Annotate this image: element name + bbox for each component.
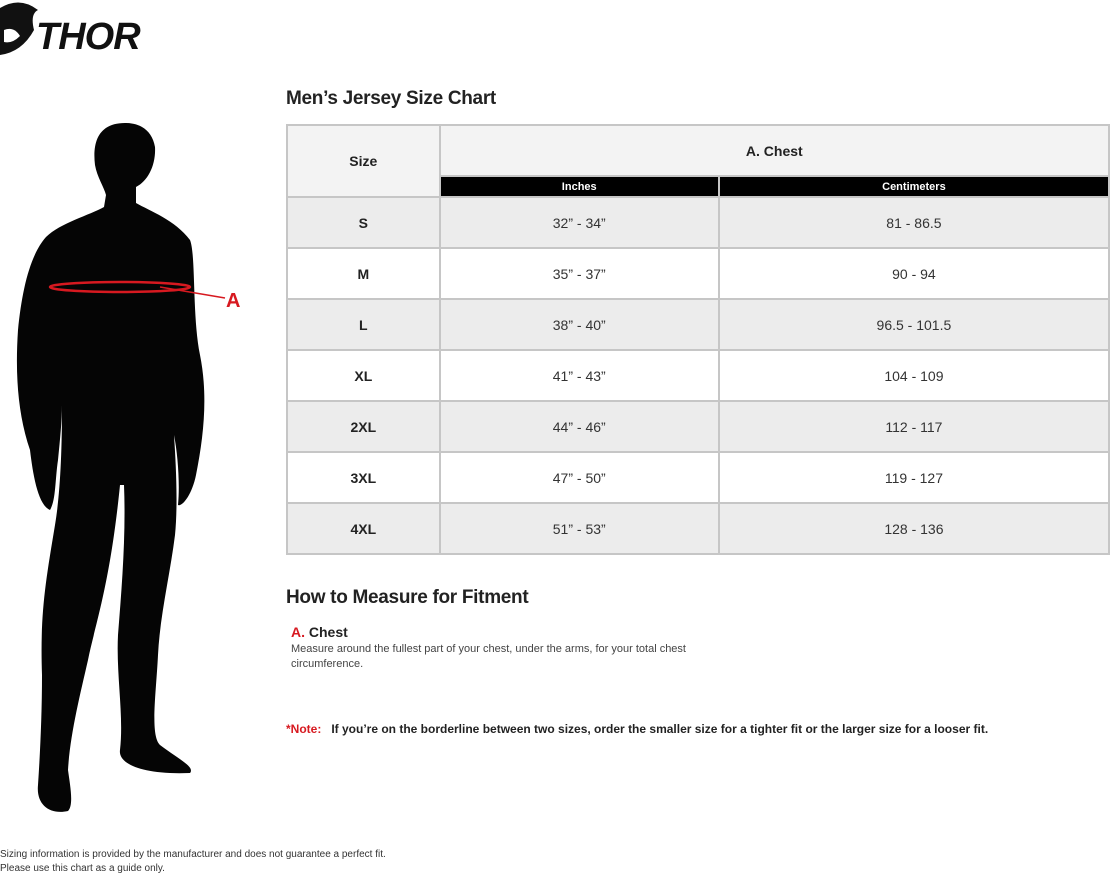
- inches-cell: 51” - 53”: [438, 502, 720, 555]
- cm-cell: 128 - 136: [717, 502, 1110, 555]
- measure-letter: A.: [291, 624, 305, 640]
- measure-title: How to Measure for Fitment: [286, 587, 529, 608]
- inches-cell: 41” - 43”: [438, 349, 720, 402]
- inches-cell: 47” - 50”: [438, 451, 720, 504]
- chest-header: A. Chest: [438, 124, 1110, 177]
- measure-chest: A. Chest Measure around the fullest part…: [291, 624, 691, 672]
- table-row: XL 41” - 43” 104 - 109: [286, 349, 1110, 402]
- table-row: S 32” - 34” 81 - 86.5: [286, 196, 1110, 249]
- inches-cell: 32” - 34”: [438, 196, 720, 249]
- size-cell: S: [286, 196, 441, 249]
- cm-cell: 119 - 127: [717, 451, 1110, 504]
- table-row: 3XL 47” - 50” 119 - 127: [286, 451, 1110, 504]
- page-title: Men’s Jersey Size Chart: [286, 88, 496, 109]
- size-cell: L: [286, 298, 441, 351]
- table-row: L 38” - 40” 96.5 - 101.5: [286, 298, 1110, 351]
- size-cell: 4XL: [286, 502, 441, 555]
- measure-name: Chest: [308, 624, 348, 640]
- inches-cell: 38” - 40”: [438, 298, 720, 351]
- table-row: M 35” - 37” 90 - 94: [286, 247, 1110, 300]
- measure-marker-label: A: [226, 290, 240, 312]
- note-text: If you’re on the borderline between two …: [331, 722, 989, 736]
- cm-cell: 81 - 86.5: [717, 196, 1110, 249]
- size-cell: M: [286, 247, 441, 300]
- cm-cell: 104 - 109: [717, 349, 1110, 402]
- svg-text:THOR: THOR: [36, 16, 141, 58]
- size-cell: 2XL: [286, 400, 441, 453]
- size-header: Size: [286, 124, 441, 198]
- table-row: 2XL 44” - 46” 112 - 117: [286, 400, 1110, 453]
- cm-cell: 90 - 94: [717, 247, 1110, 300]
- cm-cell: 96.5 - 101.5: [717, 298, 1110, 351]
- footer-disclaimer: Sizing information is provided by the ma…: [0, 848, 386, 876]
- cm-cell: 112 - 117: [717, 400, 1110, 453]
- thor-logo: THOR: [0, 2, 142, 58]
- measure-description: Measure around the fullest part of your …: [291, 643, 686, 670]
- size-cell: XL: [286, 349, 441, 402]
- footer-line: Please use this chart as a guide only.: [0, 863, 165, 874]
- size-table: Size A. Chest Inches Centimeters S 32” - …: [286, 124, 1110, 555]
- inches-header: Inches: [438, 175, 720, 198]
- body-silhouette: A: [16, 123, 240, 812]
- inches-cell: 44” - 46”: [438, 400, 720, 453]
- size-cell: 3XL: [286, 451, 441, 504]
- footer-line: Sizing information is provided by the ma…: [0, 849, 386, 860]
- sizing-note: *Note: If you’re on the borderline betwee…: [286, 722, 988, 736]
- centimeters-header: Centimeters: [717, 175, 1110, 198]
- note-label: *Note:: [286, 722, 322, 736]
- inches-cell: 35” - 37”: [438, 247, 720, 300]
- table-row: 4XL 51” - 53” 128 - 136: [286, 502, 1110, 555]
